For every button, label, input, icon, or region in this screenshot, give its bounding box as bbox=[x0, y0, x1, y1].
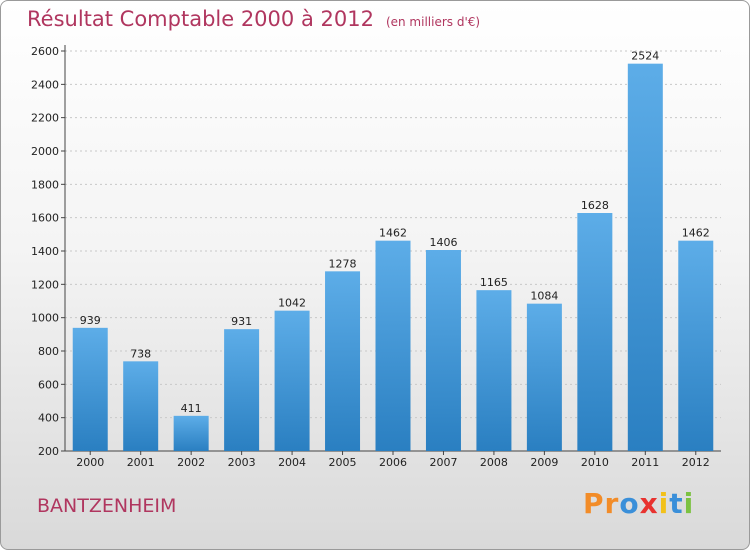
x-tick-label: 2011 bbox=[631, 456, 659, 469]
chart-title-text: Résultat Comptable 2000 à 2012 bbox=[27, 7, 374, 31]
bar-value-label: 1042 bbox=[278, 297, 306, 310]
y-tick-label: 1600 bbox=[31, 212, 59, 225]
y-tick-label: 400 bbox=[38, 412, 59, 425]
chart-subtitle: (en milliers d'€) bbox=[385, 15, 481, 29]
commune-name: BANTZENHEIM bbox=[37, 495, 177, 517]
x-tick-label: 2010 bbox=[581, 456, 609, 469]
bar bbox=[476, 290, 512, 451]
logo-letter: x bbox=[639, 487, 659, 520]
y-tick-label: 2000 bbox=[31, 145, 59, 158]
bar bbox=[577, 213, 613, 451]
y-tick-label: 1800 bbox=[31, 178, 59, 191]
y-tick-label: 800 bbox=[38, 345, 59, 358]
bar bbox=[173, 415, 209, 451]
bar bbox=[526, 303, 562, 451]
x-tick-label: 2008 bbox=[480, 456, 508, 469]
bar bbox=[72, 327, 108, 451]
proxiti-logo: Proxiti bbox=[583, 487, 694, 520]
logo-letter: r bbox=[604, 487, 620, 520]
logo-letter: i bbox=[658, 487, 670, 520]
bar-value-label: 411 bbox=[181, 402, 202, 415]
bar bbox=[123, 361, 159, 451]
y-tick-label: 1400 bbox=[31, 245, 59, 258]
x-tick-label: 2001 bbox=[127, 456, 155, 469]
logo-letter: t bbox=[669, 487, 684, 520]
bar-value-label: 939 bbox=[80, 314, 101, 327]
bar-value-label: 1462 bbox=[379, 227, 407, 240]
x-tick-label: 2009 bbox=[530, 456, 558, 469]
logo-letter: o bbox=[619, 487, 640, 520]
bar-value-label: 1462 bbox=[682, 227, 710, 240]
bar bbox=[224, 329, 260, 451]
bar bbox=[425, 250, 461, 451]
y-tick-label: 600 bbox=[38, 378, 59, 391]
x-tick-label: 2012 bbox=[682, 456, 710, 469]
y-tick-label: 2400 bbox=[31, 78, 59, 91]
chart-title: Résultat Comptable 2000 à 2012 (en millie… bbox=[27, 7, 480, 31]
bar bbox=[375, 240, 411, 451]
bar-value-label: 1628 bbox=[581, 199, 609, 212]
bar-value-label: 2524 bbox=[631, 50, 659, 63]
x-tick-label: 2005 bbox=[329, 456, 357, 469]
y-tick-label: 2200 bbox=[31, 112, 59, 125]
x-tick-label: 2000 bbox=[76, 456, 104, 469]
bar bbox=[325, 271, 361, 451]
bar-value-label: 931 bbox=[231, 315, 252, 328]
bar bbox=[627, 63, 663, 452]
bar-value-label: 1406 bbox=[429, 236, 457, 249]
logo-letter: P bbox=[583, 487, 605, 520]
x-tick-label: 2007 bbox=[429, 456, 457, 469]
y-tick-label: 200 bbox=[38, 445, 59, 458]
y-tick-label: 1200 bbox=[31, 278, 59, 291]
y-tick-label: 2600 bbox=[31, 45, 59, 58]
bar-value-label: 1278 bbox=[329, 257, 357, 270]
y-tick-label: 1000 bbox=[31, 312, 59, 325]
bar-value-label: 738 bbox=[130, 347, 151, 360]
bar-value-label: 1084 bbox=[530, 290, 558, 303]
logo-letter: i bbox=[683, 487, 695, 520]
x-tick-label: 2004 bbox=[278, 456, 306, 469]
x-tick-label: 2006 bbox=[379, 456, 407, 469]
bar bbox=[274, 310, 310, 451]
bar-value-label: 1165 bbox=[480, 276, 508, 289]
bar bbox=[678, 240, 714, 451]
x-tick-label: 2003 bbox=[228, 456, 256, 469]
x-tick-label: 2002 bbox=[177, 456, 205, 469]
